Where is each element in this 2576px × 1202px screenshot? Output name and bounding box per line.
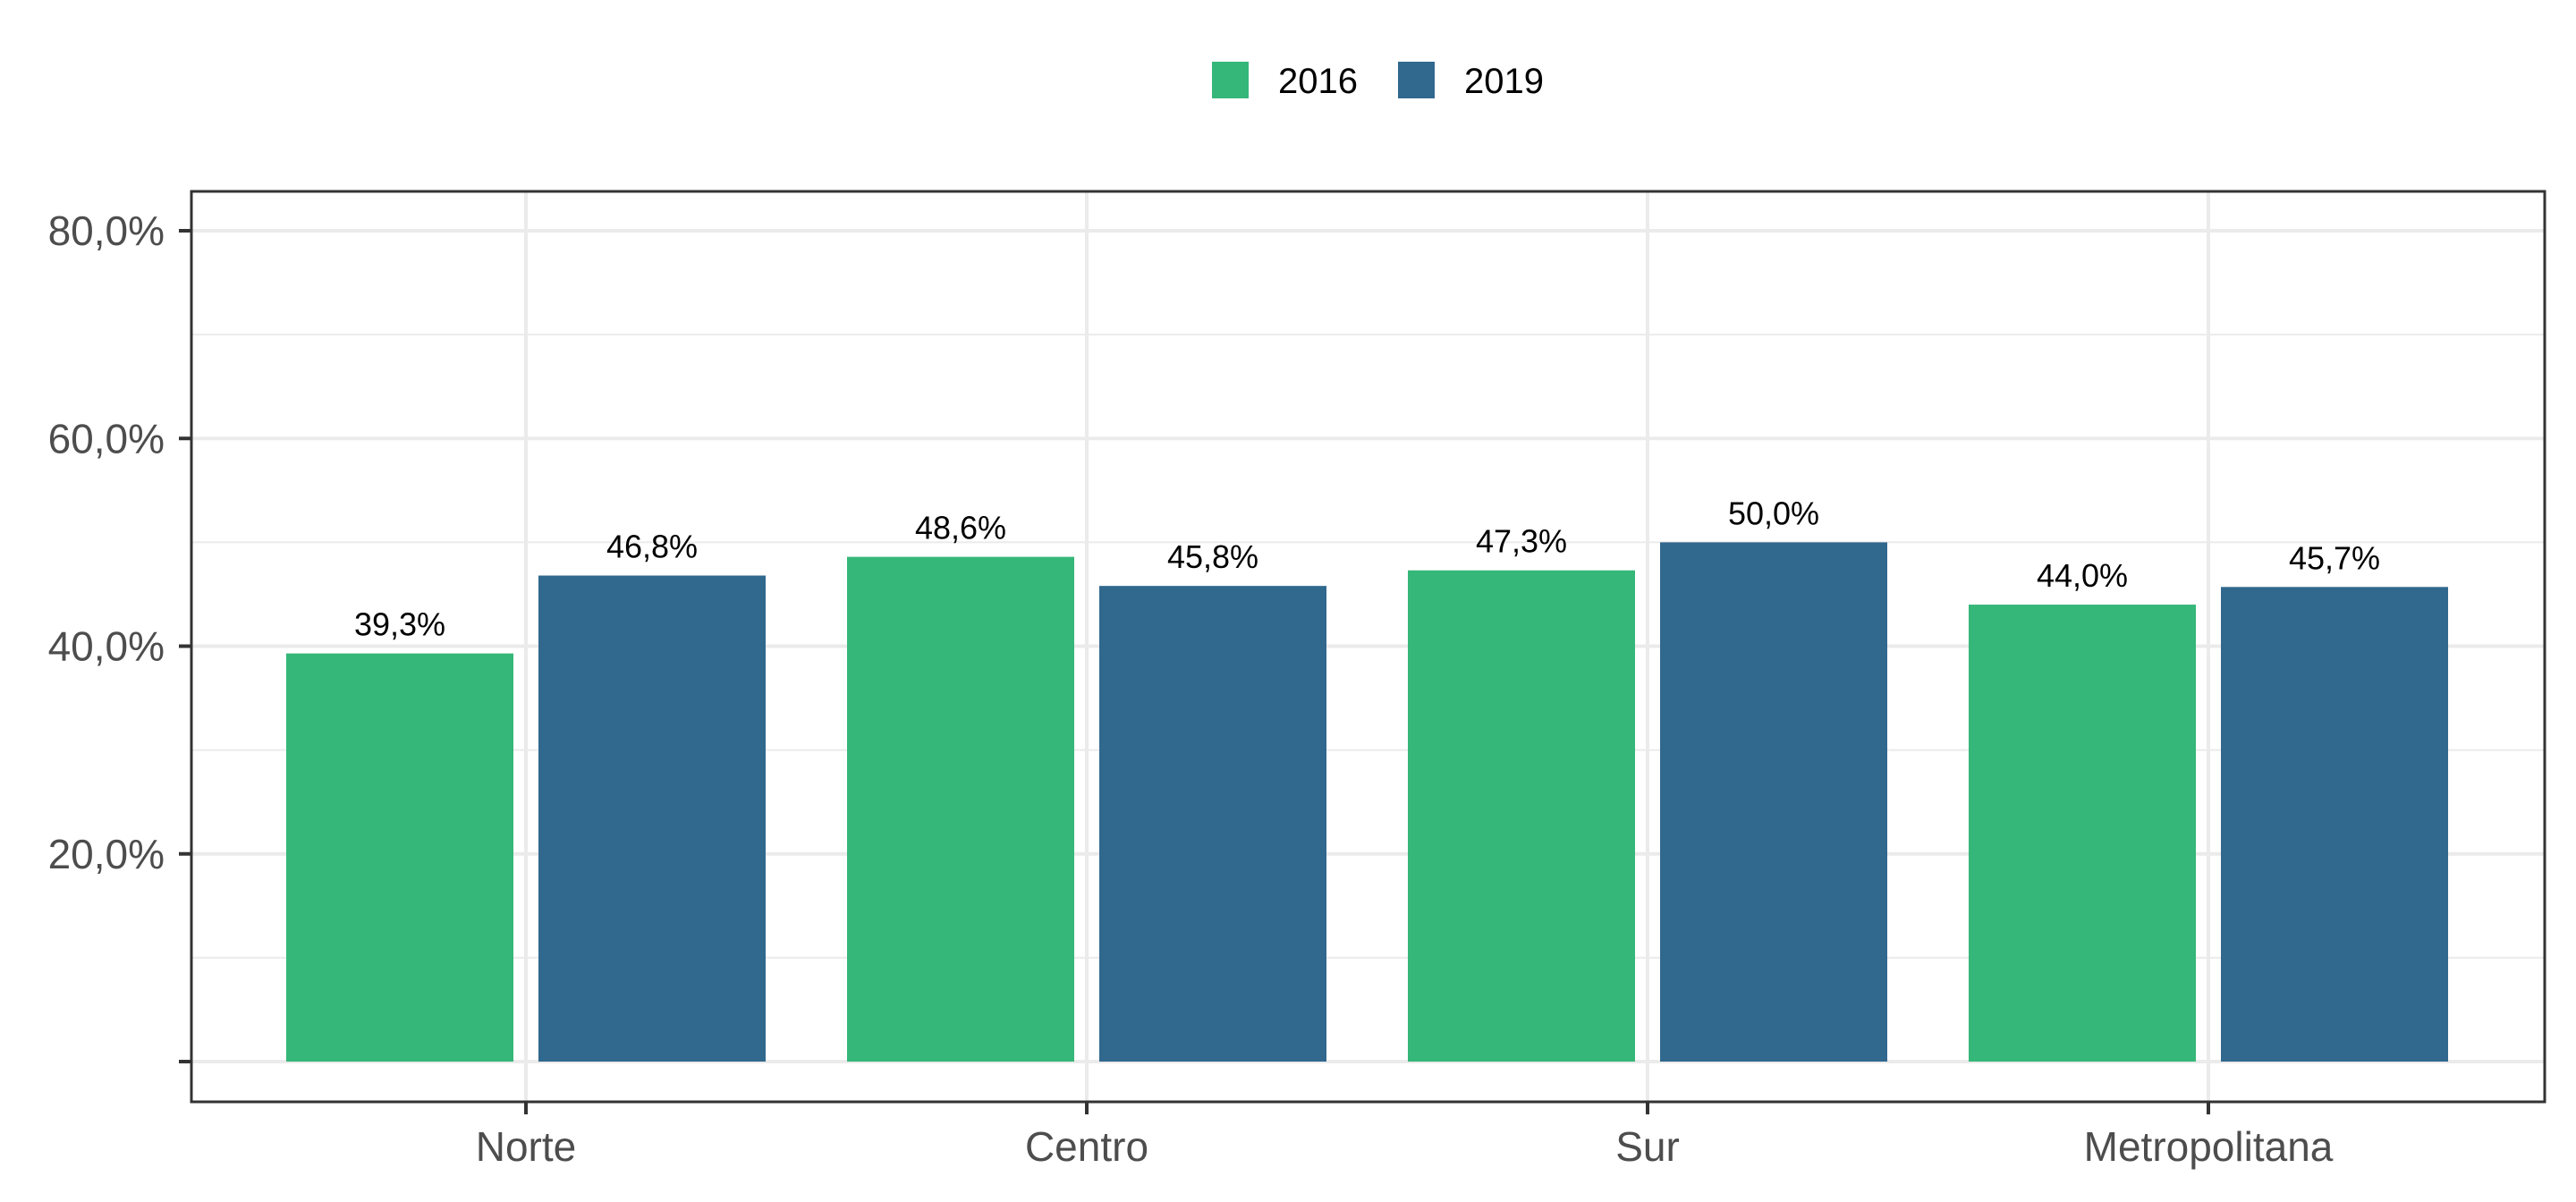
- data-label: 44,0%: [2037, 557, 2128, 594]
- y-tick-label: 80,0%: [48, 207, 165, 254]
- data-label: 46,8%: [606, 529, 698, 565]
- data-labels: 39,3% 46,8% 48,6% 45,8% 47,3% 50,0% 44,0% 45,7%: [354, 495, 2380, 642]
- data-label: 47,3%: [1476, 523, 1567, 560]
- data-label: 45,7%: [2289, 539, 2380, 576]
- legend-swatch-2019: [1398, 62, 1435, 98]
- data-label: 48,6%: [915, 510, 1006, 546]
- data-label: 45,8%: [1167, 538, 1258, 575]
- x-tick-label: Metropolitana: [2084, 1123, 2334, 1170]
- bar-2019-centro: [1099, 586, 1326, 1062]
- data-label: 39,3%: [354, 606, 445, 643]
- bar-2016-norte: [286, 653, 513, 1062]
- bar-2016-metropolitana: [1969, 605, 2196, 1062]
- legend-label-2019: 2019: [1464, 62, 1544, 101]
- bar-2019-metropolitana: [2221, 587, 2448, 1062]
- bar-2019-sur: [1660, 542, 1887, 1062]
- data-label: 50,0%: [1728, 495, 1819, 531]
- legend-label-2016: 2016: [1278, 62, 1358, 101]
- bar-2016-centro: [847, 556, 1074, 1062]
- x-axis: Norte Centro Sur Metropolitana: [476, 1102, 2334, 1170]
- x-tick-label: Centro: [1025, 1123, 1148, 1170]
- y-tick-label: 60,0%: [48, 415, 165, 461]
- bar-2019-norte: [538, 575, 766, 1062]
- legend-swatch-2016: [1212, 62, 1249, 98]
- bars: [286, 542, 2448, 1062]
- y-tick-label: 20,0%: [48, 831, 165, 877]
- y-axis: 20,0% 40,0% 60,0% 80,0%: [48, 207, 191, 1063]
- legend: 2016 2019: [1212, 62, 1544, 101]
- y-tick-label: 40,0%: [48, 623, 165, 670]
- x-tick-label: Norte: [476, 1123, 576, 1170]
- bar-2016-sur: [1408, 570, 1635, 1062]
- x-tick-label: Sur: [1615, 1123, 1680, 1170]
